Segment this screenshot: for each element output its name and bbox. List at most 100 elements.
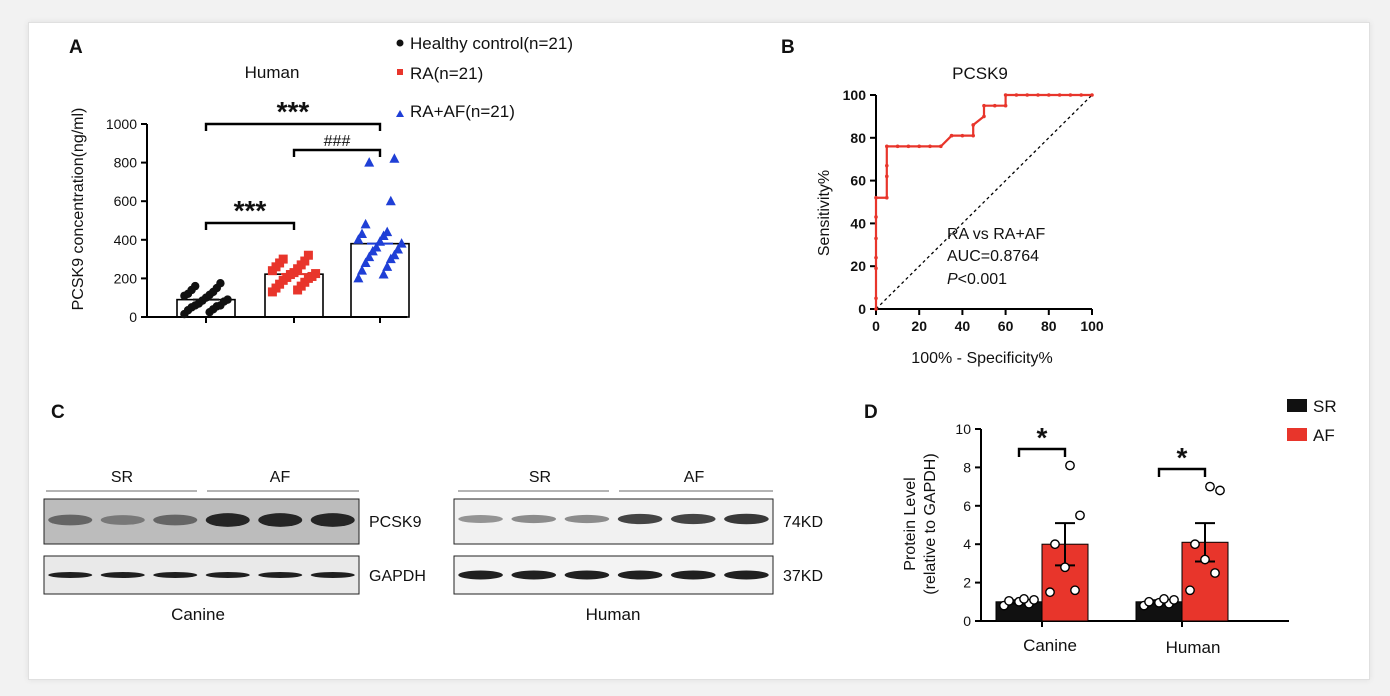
panel-b-roc-point (874, 255, 878, 260)
panel-a-point (360, 257, 371, 267)
panel-b-y-tick-label: 80 (850, 130, 866, 146)
panel-b-roc-point (1003, 93, 1008, 97)
blot-band (153, 572, 198, 578)
blot-band (100, 515, 145, 525)
panel-b-x-tick-label: 100 (1080, 318, 1104, 334)
panel-b-roc-point (993, 103, 997, 108)
panel-a-points (180, 153, 407, 319)
panel-b-roc-point (1003, 103, 1008, 108)
panel-d-legend: SR AF (1287, 397, 1337, 445)
canine-blot-label: Canine (171, 605, 225, 624)
panel-b-roc-point (885, 163, 889, 168)
blot-band (617, 570, 663, 580)
panel-d-y-tick-label: 8 (963, 459, 971, 475)
panel-b-roc-curve (874, 93, 1094, 311)
legend-label-ra: RA(n=21) (410, 64, 483, 83)
panel-b-roc-point (874, 215, 878, 219)
panel-b-annotation-comparison: RA vs RA+AF (947, 226, 1045, 243)
panel-d-significance-label: * (1177, 442, 1188, 473)
panel-d-point (1065, 460, 1075, 471)
canine-gapdh-bands (48, 572, 355, 578)
panel-a-y-tick-label: 800 (114, 155, 138, 171)
panel-a-point (389, 249, 400, 260)
legend-marker-healthy (396, 39, 404, 47)
pcsk9-row-label: PCSK9 (369, 514, 422, 531)
panel-a-point (385, 195, 396, 206)
human-sr-label: SR (529, 469, 551, 486)
panel-b-roc-point (971, 133, 975, 138)
panel-b-x-tick-label: 80 (1041, 318, 1057, 334)
panel-b-roc-point (949, 133, 954, 138)
panel-b-roc-point (1090, 93, 1094, 97)
panel-b-reference-line (875, 94, 1093, 310)
panel-a-y-axis-label: PCSK9 concentration(ng/ml) (70, 108, 87, 311)
panel-d-point (1210, 568, 1220, 578)
blot-band (617, 513, 663, 525)
panel-a-point (393, 243, 403, 254)
panel-d-significance: ** (1017, 422, 1207, 477)
panel-b-roc-point (1068, 93, 1073, 97)
panel-b-x-tick-label: 20 (911, 318, 927, 334)
panel-b-roc-point (874, 236, 878, 241)
panel-b-x-axis-label: 100% - Specificity% (911, 350, 1052, 367)
panel-a-point (311, 269, 321, 279)
panel-a-label: A (69, 37, 83, 58)
panel-d-bracket (1017, 447, 1067, 457)
panel-d-y-axis-label-2: (relative to GAPDH) (922, 453, 939, 594)
canine-pcsk9-blot (43, 498, 360, 545)
human-blot-label: Human (586, 605, 641, 624)
panel-d-y-tick-label: 10 (955, 421, 971, 437)
panel-a-point (396, 238, 407, 248)
panel-b-roc-point (874, 266, 878, 271)
blot-band (511, 514, 557, 524)
panel-d-point (1185, 585, 1195, 596)
panel-d-bracket (1157, 467, 1207, 477)
panel-b-roc-point (960, 133, 965, 138)
panel-b-roc-point (885, 195, 889, 200)
blot-band (458, 515, 503, 523)
panel-d-y-tick-label: 6 (963, 498, 971, 514)
panel-d-point (1075, 510, 1085, 521)
panel-b-y-tick-label: 60 (850, 173, 866, 189)
panel-d-point (1169, 594, 1179, 605)
panel-b-roc-point (982, 103, 986, 108)
panel-b-x-tick-label: 60 (998, 318, 1014, 334)
blot-band (724, 570, 769, 580)
blot-band (48, 572, 93, 578)
panel-d-point (1159, 594, 1169, 604)
human-gapdh-bands (458, 570, 769, 580)
blot-band (258, 572, 303, 578)
panel-d-points (999, 460, 1225, 611)
panel-d-point (1144, 596, 1154, 607)
blot-band (564, 570, 610, 580)
blot-band (48, 514, 93, 526)
panel-d-y-ticks: 0 2 4 6 8 10 (955, 421, 981, 629)
panel-a-point (382, 261, 393, 271)
panel-b-roc-point (895, 144, 900, 149)
blot-band (310, 513, 355, 527)
panel-d-category-canine: Canine (1023, 636, 1077, 655)
panel-b-y-tick-label: 20 (850, 258, 866, 274)
panel-b-y-tick-label: 0 (858, 301, 866, 317)
panel-a-point (191, 281, 200, 291)
legend-label-healthy: Healthy control(n=21) (410, 34, 573, 53)
blot-band (564, 514, 610, 524)
panel-b-roc-point (939, 144, 943, 149)
blot-band (310, 572, 355, 578)
panel-b-roc-point (928, 144, 932, 149)
human-gapdh-blot (453, 555, 774, 595)
panel-d-point (1029, 594, 1039, 605)
panel-d: D Protein Level (relative to GAPDH) 0 2 4 6… (864, 397, 1337, 657)
panel-b: B PCSK9 Sensitivity% 100% - Specificity%… (781, 37, 1104, 367)
blot-band (670, 513, 716, 525)
blot-band (153, 514, 198, 526)
panel-b-roc-point (917, 144, 921, 149)
panel-a-point (353, 272, 364, 283)
canine-pcsk9-bands (48, 513, 355, 527)
panel-d-point (1019, 594, 1029, 604)
panel-b-y-tick-label: 100 (843, 87, 867, 103)
panel-d-y-tick-label: 0 (963, 613, 971, 629)
panel-b-x-tick-label: 0 (872, 318, 880, 334)
panel-b-y-axis-label: Sensitivity% (816, 170, 833, 256)
size-37kd-label: 37KD (783, 568, 823, 585)
